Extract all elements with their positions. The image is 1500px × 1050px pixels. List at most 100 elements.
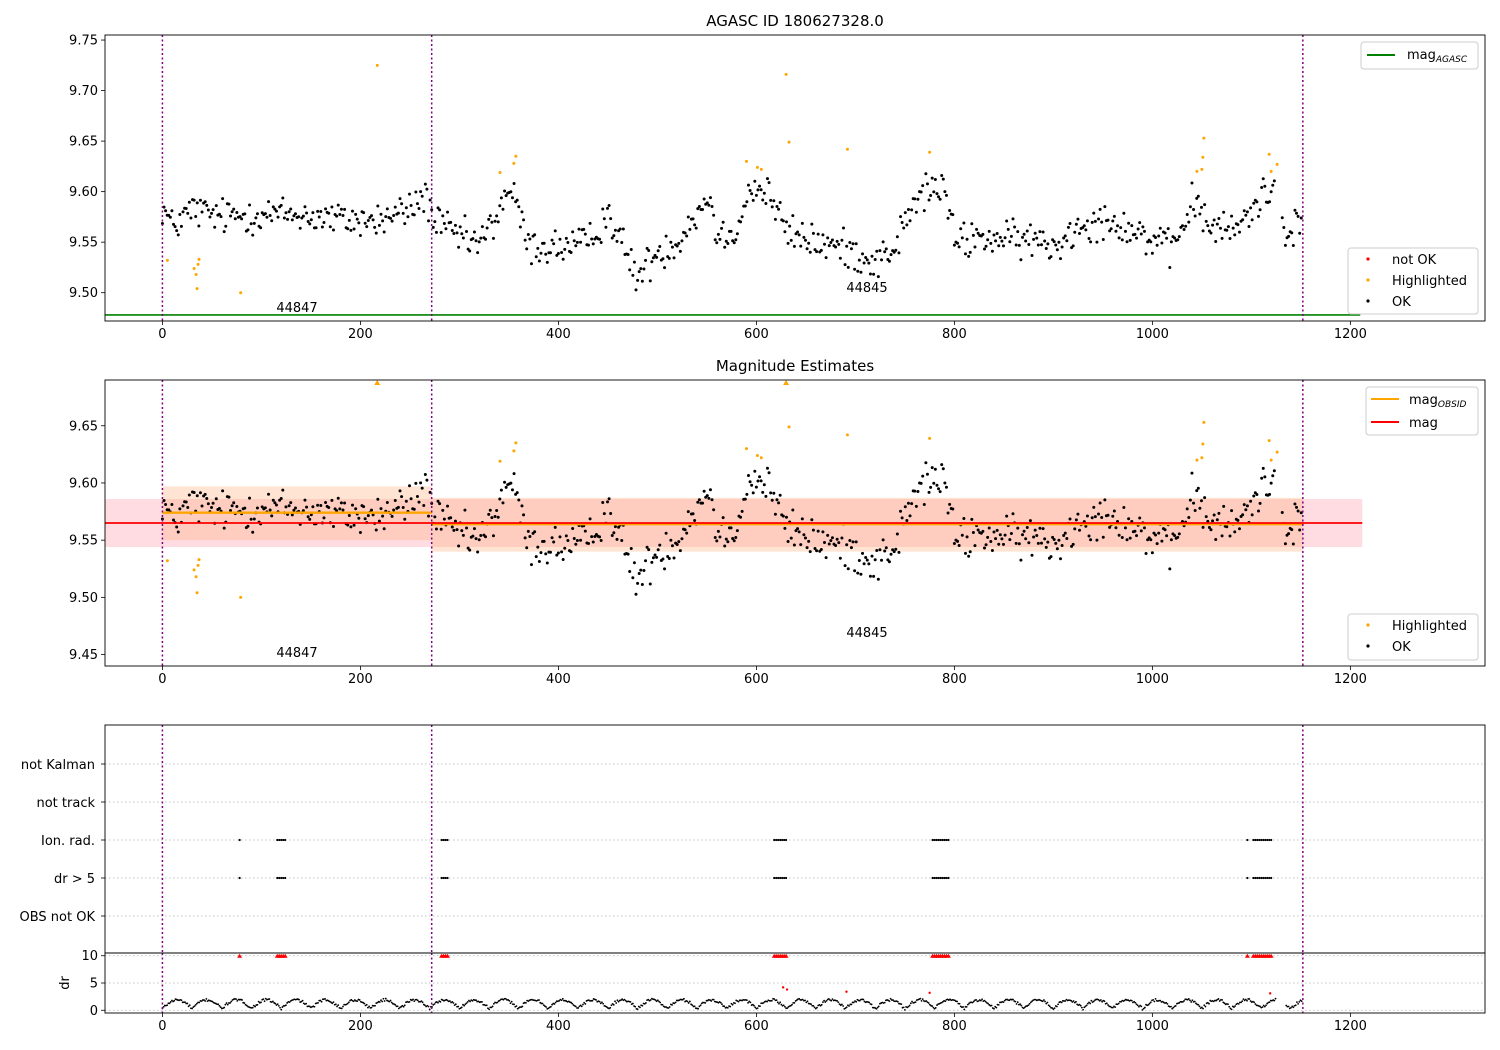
p1-ok-point-146	[392, 213, 396, 217]
p2-ok-point-652	[1193, 509, 1197, 513]
dr-point-52	[223, 1006, 226, 1009]
flag-ion-rad-point-6	[440, 838, 443, 842]
p1-ok-point-557	[1043, 239, 1047, 243]
p1-highlighted-point-18	[1195, 169, 1199, 173]
p2-ok-point-75	[279, 497, 283, 500]
p1-ok-point-167	[425, 187, 429, 191]
p1-ok-point-36	[217, 212, 221, 216]
p2-ok-point-310	[651, 556, 655, 560]
p1-ok-point-577	[1074, 222, 1078, 226]
p1-ok-point-333	[688, 227, 692, 231]
p1-ok-point-462	[892, 250, 896, 254]
p1-ok-point-670	[1222, 210, 1226, 214]
p2-ok-point-176	[439, 527, 443, 531]
p1-ok-point-332	[686, 215, 690, 219]
p1-ok-point-688	[1250, 218, 1254, 222]
p1-ok-point-7	[172, 222, 176, 226]
p1-ok-point-634	[1165, 236, 1169, 240]
p2-ok-point-300	[636, 581, 640, 585]
dr-point-390	[624, 999, 627, 1002]
p1-ok-point-496	[946, 216, 950, 220]
dr-point-555	[820, 1003, 823, 1006]
p2-ok-point-229	[523, 536, 527, 540]
dr-point-98	[277, 1005, 280, 1007]
p1-ok-point-282	[607, 204, 611, 208]
dr-point-382	[615, 1002, 618, 1004]
p2-ok-point-4	[167, 508, 171, 512]
p2-ok-point-166	[423, 472, 427, 476]
p1-ok-point-417	[821, 233, 825, 237]
dr-point-174	[368, 1005, 371, 1008]
dr-point-796	[1107, 1004, 1109, 1006]
p2-ok-point-712	[1295, 505, 1299, 509]
p2-ok-point-539	[1014, 541, 1018, 545]
dr-point-183	[378, 1001, 381, 1003]
p1-ok-point-502	[956, 241, 960, 245]
dr-point-321	[542, 1004, 545, 1007]
dr-point-448	[693, 1005, 696, 1008]
p1-ok-point-489	[935, 192, 939, 196]
p1-ok-point-479	[919, 190, 923, 194]
p1-ok-point-448	[870, 254, 874, 258]
p1-ok-point-565	[1055, 248, 1059, 252]
dr-point-188	[384, 997, 387, 1000]
dr-point-161	[352, 1000, 355, 1003]
p2-ok-point-285	[612, 531, 616, 535]
dr-point-671	[958, 1002, 961, 1005]
dr-point-776	[1083, 1006, 1086, 1009]
p1-ok-point-494	[943, 190, 947, 194]
p1-ok-point-382	[765, 177, 769, 181]
p1-ok-point-453	[878, 249, 882, 253]
dr-point-892	[1221, 999, 1223, 1001]
dr-point-536	[798, 997, 801, 1000]
dr-point-225	[428, 1008, 431, 1011]
p2-ok-point-588	[1092, 505, 1096, 509]
p1-ok-point-477	[916, 197, 920, 201]
p2-ok-point-32	[211, 501, 215, 505]
p1-ok-point-460	[889, 253, 893, 257]
dr-point-580	[850, 1003, 853, 1006]
dr-point-242	[449, 1000, 451, 1002]
p1-ok-point-312	[655, 255, 659, 259]
dr-point-625	[903, 1009, 906, 1011]
p1-ok-point-407	[805, 247, 809, 251]
p2-ok-point-208	[490, 516, 494, 520]
p1-ok-point-129	[365, 225, 369, 229]
dr-point-29	[195, 1002, 198, 1005]
p2-ok-point-177	[441, 508, 445, 512]
p1-highlighted-point-22	[1267, 152, 1271, 156]
dr-point-846	[1166, 1003, 1169, 1005]
p1-ok-point-357	[726, 242, 730, 246]
p1-ok-point-199	[476, 251, 480, 255]
p2-ok-point-250	[556, 551, 560, 555]
p1-ok-point-686	[1247, 225, 1251, 229]
dr-point-394	[629, 1000, 632, 1003]
flag-dr-point-3	[280, 876, 283, 880]
dr-point-949	[1298, 1001, 1301, 1003]
dr-point-353	[580, 1005, 583, 1008]
flag-ion-rad-point-24	[945, 838, 948, 842]
p2-ok-point-363	[735, 529, 739, 533]
p1-ok-point-154	[404, 206, 408, 210]
p1-ok-point-180	[446, 210, 450, 214]
dr-point-930	[1266, 1002, 1269, 1005]
p4-ylabel: dr	[58, 976, 73, 990]
p1-ok-point-374	[753, 179, 757, 183]
p1-ok-point-649	[1188, 205, 1192, 209]
dr-point-148	[337, 1004, 340, 1007]
p2-ok-point-54	[246, 524, 250, 528]
p2-ok-point-183	[450, 525, 454, 529]
flag-dr-point-34	[1266, 876, 1269, 880]
p2-highlighted-point-14	[845, 433, 849, 437]
p2-ok-point-113	[339, 501, 343, 505]
p1-ok-point-272	[591, 242, 595, 246]
p2-ok-point-9	[175, 525, 179, 529]
p2-point-legend: Highlighted OK	[1347, 613, 1479, 661]
p1-ok-point-55	[248, 203, 252, 207]
p1-ok-point-389	[777, 207, 781, 211]
dr-point-757	[1060, 1001, 1063, 1004]
p2-ok-point-102	[322, 516, 326, 520]
p2-ok-point-338	[696, 500, 700, 504]
p2-ok-point-696	[1263, 475, 1267, 479]
dr-point-470	[719, 1001, 722, 1004]
